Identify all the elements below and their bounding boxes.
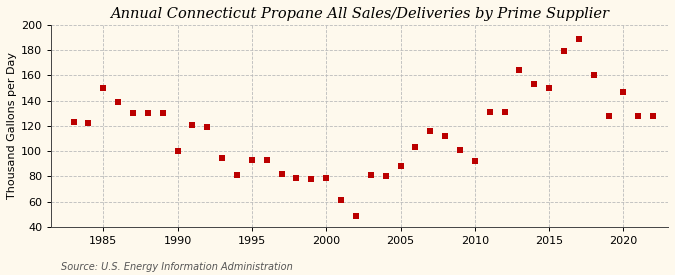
Point — [113, 100, 124, 104]
Point — [648, 114, 659, 118]
Point — [484, 110, 495, 114]
Point — [425, 129, 435, 133]
Point — [142, 111, 153, 116]
Point — [633, 114, 644, 118]
Point — [157, 111, 168, 116]
Title: Annual Connecticut Propane All Sales/Deliveries by Prime Supplier: Annual Connecticut Propane All Sales/Del… — [110, 7, 609, 21]
Point — [529, 82, 540, 86]
Point — [544, 86, 555, 90]
Point — [217, 155, 227, 160]
Point — [98, 86, 109, 90]
Point — [246, 158, 257, 162]
Point — [365, 173, 376, 177]
Point — [350, 213, 361, 218]
Point — [83, 121, 94, 126]
Point — [514, 68, 525, 73]
Point — [68, 120, 79, 124]
Point — [454, 148, 465, 152]
Point — [128, 111, 138, 116]
Point — [187, 122, 198, 127]
Point — [335, 198, 346, 203]
Text: Source: U.S. Energy Information Administration: Source: U.S. Energy Information Administ… — [61, 262, 292, 272]
Point — [395, 164, 406, 169]
Point — [306, 177, 317, 181]
Point — [589, 73, 599, 78]
Point — [603, 114, 614, 118]
Point — [439, 134, 450, 138]
Point — [469, 159, 480, 164]
Point — [291, 175, 302, 180]
Point — [321, 175, 331, 180]
Point — [574, 37, 585, 41]
Point — [618, 90, 629, 94]
Point — [500, 110, 510, 114]
Point — [410, 145, 421, 150]
Y-axis label: Thousand Gallons per Day: Thousand Gallons per Day — [7, 53, 17, 199]
Point — [276, 172, 287, 176]
Point — [261, 158, 272, 162]
Point — [202, 125, 213, 130]
Point — [172, 149, 183, 153]
Point — [380, 174, 391, 179]
Point — [232, 173, 242, 177]
Point — [559, 49, 570, 54]
